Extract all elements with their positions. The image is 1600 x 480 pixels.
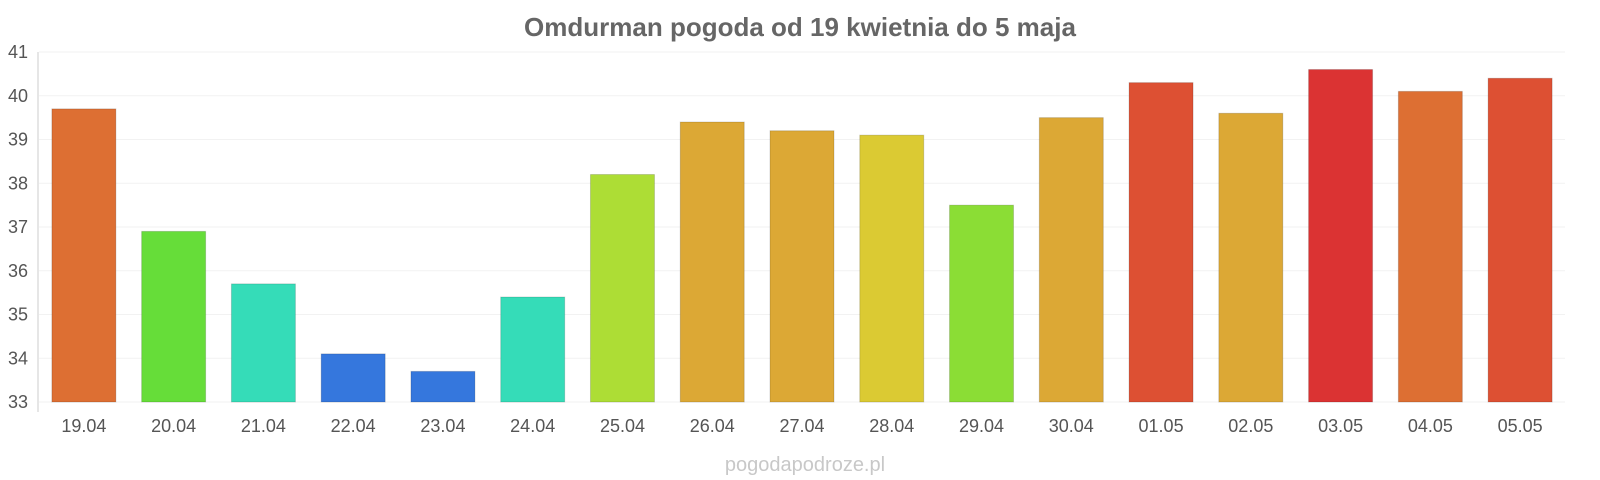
x-tick-label: 22.04 (331, 416, 376, 436)
y-tick-label: 39 (8, 130, 28, 150)
y-tick-label: 34 (8, 348, 28, 368)
x-tick-label: 24.04 (510, 416, 555, 436)
x-tick-label: 27.04 (779, 416, 824, 436)
chart-title: Omdurman pogoda od 19 kwietnia do 5 maja (524, 12, 1076, 42)
x-tick-label: 29.04 (959, 416, 1004, 436)
bar-03.05 (1308, 69, 1374, 403)
watermark: pogodapodroze.pl (725, 454, 885, 476)
bar-24.04 (500, 296, 566, 403)
x-tick-label: 20.04 (151, 416, 196, 436)
y-tick-label: 33 (8, 392, 28, 412)
bar-01.05 (1128, 82, 1194, 403)
bar-04.05 (1397, 90, 1463, 403)
x-tick-label: 05.05 (1498, 416, 1543, 436)
x-tick-label: 28.04 (869, 416, 914, 436)
x-tick-label: 23.04 (420, 416, 465, 436)
x-tick-label: 26.04 (690, 416, 735, 436)
bar-25.04 (589, 174, 655, 403)
bar-19.04 (51, 108, 117, 403)
y-axis-ticks: 33 34 35 36 37 38 39 40 41 (8, 42, 28, 412)
y-tick-label: 41 (8, 42, 28, 62)
bar-27.04 (769, 130, 835, 403)
x-tick-label: 02.05 (1228, 416, 1273, 436)
x-tick-label: 25.04 (600, 416, 645, 436)
bar-28.04 (859, 134, 925, 403)
bar-22.04 (320, 353, 386, 403)
y-tick-label: 37 (8, 217, 28, 237)
x-tick-label: 19.04 (61, 416, 106, 436)
bar-05.05 (1487, 77, 1553, 403)
bar-21.04 (230, 283, 296, 403)
x-tick-label: 21.04 (241, 416, 286, 436)
y-tick-label: 35 (8, 305, 28, 325)
y-tick-label: 40 (8, 86, 28, 106)
x-tick-label: 03.05 (1318, 416, 1363, 436)
bar-26.04 (679, 121, 745, 403)
bar-29.04 (949, 204, 1015, 403)
bar-30.04 (1038, 117, 1104, 403)
x-tick-label: 30.04 (1049, 416, 1094, 436)
bars (51, 69, 1553, 403)
x-tick-label: 01.05 (1139, 416, 1184, 436)
y-tick-label: 36 (8, 261, 28, 281)
y-tick-label: 38 (8, 173, 28, 193)
x-tick-label: 04.05 (1408, 416, 1453, 436)
bar-02.05 (1218, 112, 1284, 403)
bar-23.04 (410, 370, 476, 403)
x-axis-ticks: 19.04 20.04 21.04 22.04 23.04 24.04 25.04 26.04… (61, 416, 1542, 436)
bar-20.04 (141, 230, 207, 403)
